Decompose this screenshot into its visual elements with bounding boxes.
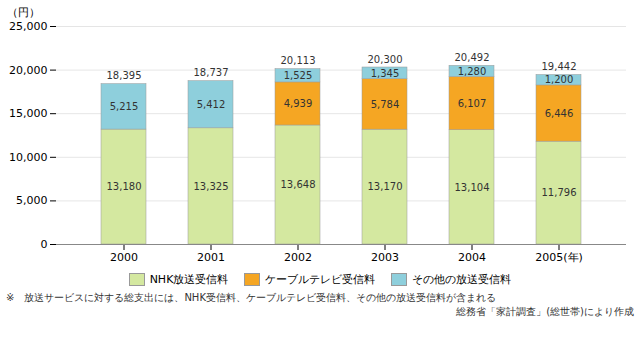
svg-text:5,215: 5,215	[110, 101, 139, 112]
svg-text:5,784: 5,784	[371, 99, 400, 110]
svg-text:1,280: 1,280	[458, 66, 487, 77]
svg-text:5,000: 5,000	[16, 194, 48, 207]
html-text:ケーブルテレビ受信料: ケーブルテレビ受信料	[265, 273, 376, 286]
svg-text:20,000: 20,000	[9, 64, 48, 77]
svg-text:6,446: 6,446	[545, 108, 574, 119]
svg-text:4,939: 4,939	[284, 98, 313, 109]
svg-text:11,796: 11,796	[542, 187, 577, 198]
svg-text:2005(年): 2005(年)	[535, 251, 583, 264]
svg-text:13,170: 13,170	[368, 181, 403, 192]
html-text:NHK放送受信料: NHK放送受信料	[149, 273, 229, 286]
svg-text:（円）: （円）	[7, 6, 40, 19]
svg-text:20,492: 20,492	[455, 52, 490, 63]
svg-text:13,648: 13,648	[281, 179, 316, 190]
svg-text:1,525: 1,525	[284, 70, 313, 81]
svg-text:1,345: 1,345	[371, 68, 400, 79]
svg-text:2000: 2000	[110, 251, 138, 264]
svg-text:0: 0	[41, 238, 48, 251]
svg-text:18,737: 18,737	[194, 67, 229, 78]
svg-text:13,180: 13,180	[107, 181, 142, 192]
svg-text:2003: 2003	[371, 251, 399, 264]
svg-text:2002: 2002	[284, 251, 312, 264]
svg-text:2001: 2001	[197, 251, 225, 264]
html-text:※ 放送サービスに対する総支出には、NHK受信料、ケーブルテ: ※ 放送サービスに対する総支出には、NHK受信料、ケーブルテレビ受信料、その他の…	[6, 292, 496, 303]
svg-text:1,200: 1,200	[545, 74, 574, 85]
svg-text:13,104: 13,104	[455, 182, 490, 193]
svg-text:18,395: 18,395	[107, 70, 142, 81]
svg-text:10,000: 10,000	[9, 151, 48, 164]
svg-text:13,325: 13,325	[194, 181, 229, 192]
svg-text:20,113: 20,113	[281, 55, 316, 66]
html-text:総務省「家計調査」(総世帯)により作成: 総務省「家計調査」(総世帯)により作成	[456, 306, 634, 317]
svg-text:15,000: 15,000	[9, 107, 48, 120]
svg-text:20,300: 20,300	[368, 54, 403, 65]
html-text:その他の放送受信料: その他の放送受信料	[412, 273, 512, 286]
svg-text:5,412: 5,412	[197, 99, 226, 110]
svg-text:2004: 2004	[458, 251, 486, 264]
svg-text:19,442: 19,442	[542, 61, 577, 72]
svg-text:6,107: 6,107	[458, 98, 487, 109]
svg-text:25,000: 25,000	[9, 20, 48, 33]
